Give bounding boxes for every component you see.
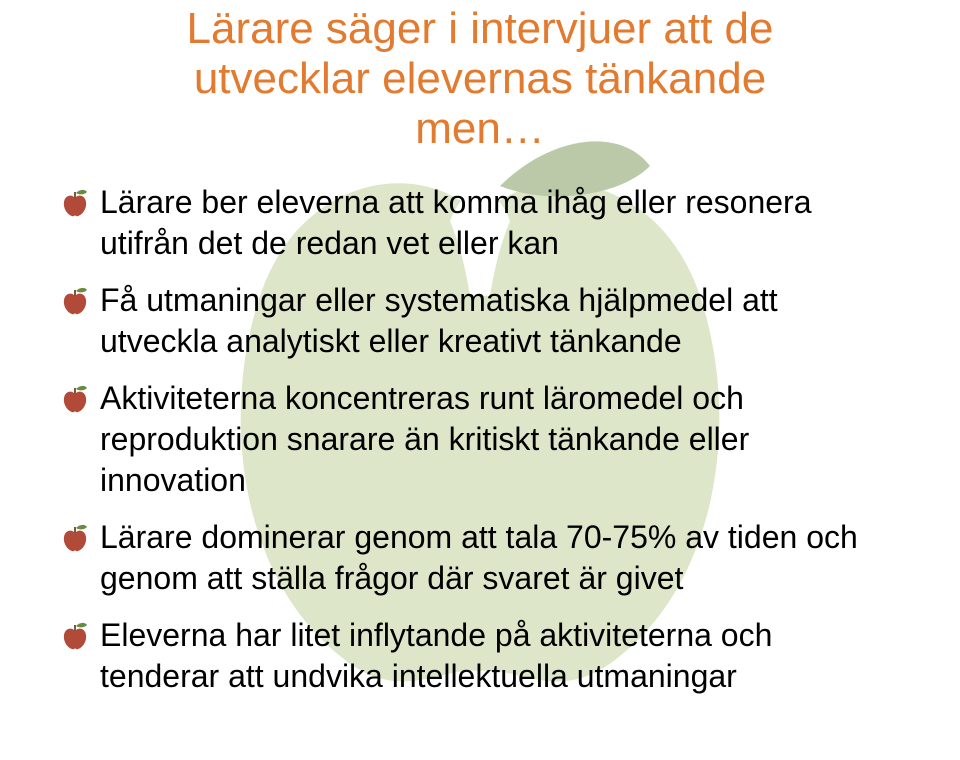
title-line-3: men… [60,104,900,154]
slide-content: Lärare säger i intervjuer att de utveckl… [0,4,960,696]
slide-title: Lärare säger i intervjuer att de utveckl… [60,4,900,154]
apple-bullet-icon [62,382,88,412]
bullet-item: Lärare dominerar genom att tala 70-75% a… [60,517,900,599]
bullet-item: Få utmaningar eller systematiska hjälpme… [60,280,900,362]
bullet-item: Eleverna har litet inflytande på aktivit… [60,615,900,697]
bullet-text: Eleverna har litet inflytande på aktivit… [100,617,772,694]
bullet-text: Lärare ber eleverna att komma ihåg eller… [100,184,811,261]
title-line-2: utvecklar elevernas tänkande [60,54,900,104]
bullet-text: Få utmaningar eller systematiska hjälpme… [100,282,778,359]
apple-bullet-icon [62,521,88,551]
apple-bullet-icon [62,284,88,314]
bullet-text: Aktiviteterna koncentreras runt läromede… [100,380,749,498]
bullet-item: Lärare ber eleverna att komma ihåg eller… [60,182,900,264]
apple-bullet-icon [62,186,88,216]
bullet-item: Aktiviteterna koncentreras runt läromede… [60,378,900,501]
title-line-1: Lärare säger i intervjuer att de [60,4,900,54]
apple-bullet-icon [62,619,88,649]
bullet-text: Lärare dominerar genom att tala 70-75% a… [100,519,858,596]
bullet-list: Lärare ber eleverna att komma ihåg eller… [60,182,900,696]
